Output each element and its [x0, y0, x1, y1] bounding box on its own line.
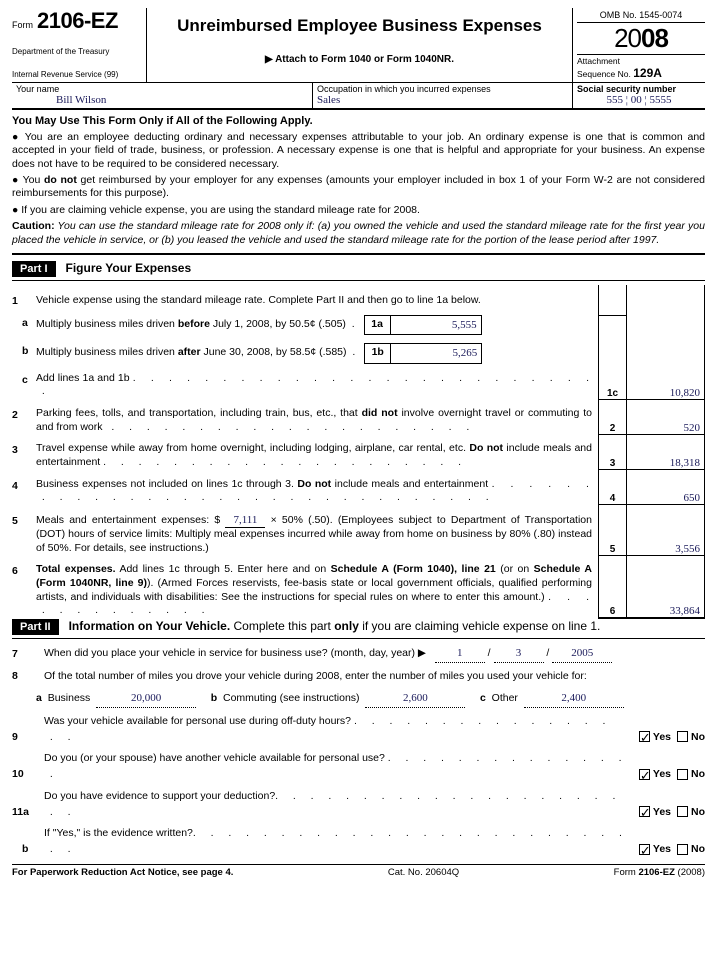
val-7m[interactable]: 1: [435, 645, 485, 663]
occupation-value[interactable]: Sales: [317, 94, 568, 106]
val-7d[interactable]: 3: [494, 645, 544, 663]
ck-10-no[interactable]: [677, 769, 688, 780]
part1-header: Part I Figure Your Expenses: [12, 261, 705, 281]
line-6: 6 Total expenses. Add lines 1c through 5…: [12, 563, 705, 618]
sequence-no: Attachment Sequence No. 129A: [577, 55, 705, 81]
line-3: 3 Travel expense while away from home ov…: [12, 442, 705, 469]
ssn-label: Social security number: [577, 84, 701, 94]
ssn-value[interactable]: 555 ¦ 00 ¦ 5555: [577, 94, 701, 106]
line-8abc: a Business 20,000 b Commuting (see instr…: [12, 690, 705, 708]
box-1b: 1b5,265: [364, 343, 482, 363]
val-6[interactable]: 33,864: [627, 563, 705, 618]
ssn-cell: Social security number 555 ¦ 00 ¦ 5555: [573, 83, 705, 108]
occupation-label: Occupation in which you incurred expense…: [317, 84, 568, 94]
part1-title: Figure Your Expenses: [66, 261, 192, 275]
form-word: Form: [12, 20, 33, 30]
val-7y[interactable]: 2005: [552, 645, 612, 663]
intro-bullet-3: ● If you are claiming vehicle expense, y…: [12, 204, 705, 217]
intro-bullet-1: ● You are an employee deducting ordinary…: [12, 131, 705, 171]
footer-left: For Paperwork Reduction Act Notice, see …: [12, 867, 233, 878]
val-5[interactable]: 3,556: [627, 513, 705, 556]
ck-11b-no[interactable]: [677, 844, 688, 855]
part2-title: Information on Your Vehicle. Complete th…: [69, 619, 601, 633]
part1-label: Part I: [12, 261, 56, 277]
line-1: 1 Vehicle expense using the standard mil…: [12, 293, 705, 307]
ck-10-yes[interactable]: [639, 769, 650, 780]
ck-11a-no[interactable]: [677, 806, 688, 817]
line-1c: c Add lines 1a and 1b . . . . . . . . . …: [12, 372, 705, 399]
part2-body: 7 When did you place your vehicle in ser…: [12, 645, 705, 858]
ck-11a-yes[interactable]: [639, 806, 650, 817]
form-title: Unreimbursed Employee Business Expenses: [153, 16, 566, 36]
name-label: Your name: [16, 84, 308, 94]
line-1a: a Multiply business miles driven before …: [12, 315, 705, 335]
name-value[interactable]: Bill Wilson: [16, 94, 308, 106]
val-8c[interactable]: 2,400: [524, 690, 624, 708]
form-number-block: Form 2106-EZ Department of the Treasury …: [12, 8, 147, 82]
line-7: 7 When did you place your vehicle in ser…: [12, 645, 705, 663]
title-block: Unreimbursed Employee Business Expenses …: [147, 8, 573, 82]
page-footer: For Paperwork Reduction Act Notice, see …: [12, 864, 705, 878]
val-1a[interactable]: 5,555: [391, 316, 481, 334]
occupation-cell: Occupation in which you incurred expense…: [313, 83, 573, 108]
identity-row: Your name Bill Wilson Occupation in whic…: [12, 83, 705, 110]
line-5: 5 Meals and entertainment expenses: $ 7,…: [12, 513, 705, 556]
intro-heading: You May Use This Form Only if All of the…: [12, 114, 705, 128]
val-5-input[interactable]: 7,111: [225, 513, 265, 528]
ck-9-yes[interactable]: [639, 731, 650, 742]
line-9: 9 Was your vehicle available for persona…: [12, 714, 705, 746]
intro-block: You May Use This Form Only if All of the…: [12, 110, 705, 256]
val-3[interactable]: 18,318: [627, 442, 705, 469]
line-1b: b Multiply business miles driven after J…: [12, 343, 705, 363]
caution-text: Caution: You can use the standard mileag…: [12, 220, 705, 247]
name-cell: Your name Bill Wilson: [12, 83, 313, 108]
box-1a: 1a5,555: [364, 315, 482, 335]
omb-year-block: OMB No. 1545-0074 2008 Attachment Sequen…: [573, 8, 705, 82]
line-10: 10 Do you (or your spouse) have another …: [12, 751, 705, 783]
expense-table: 1 Vehicle expense using the standard mil…: [12, 285, 705, 619]
dept-treasury: Department of the Treasury: [12, 48, 146, 57]
part2-label: Part II: [12, 619, 59, 635]
form-number: 2106-EZ: [37, 8, 118, 34]
line-4: 4 Business expenses not included on line…: [12, 478, 705, 505]
line-11a: 11a Do you have evidence to support your…: [12, 789, 705, 821]
ck-9-no[interactable]: [677, 731, 688, 742]
attach-note: ▶ Attach to Form 1040 or Form 1040NR.: [153, 54, 566, 65]
val-4[interactable]: 650: [627, 478, 705, 505]
val-2[interactable]: 520: [627, 407, 705, 434]
val-1b[interactable]: 5,265: [391, 344, 481, 362]
part2-header: Part II Information on Your Vehicle. Com…: [12, 619, 705, 639]
irs-label: Internal Revenue Service (99): [12, 71, 146, 80]
footer-right: Form 2106-EZ (2008): [614, 867, 705, 878]
omb-number: OMB No. 1545-0074: [577, 8, 705, 23]
val-1c[interactable]: 10,820: [627, 372, 705, 399]
tax-year: 2008: [577, 23, 705, 55]
val-8b[interactable]: 2,600: [365, 690, 465, 708]
footer-center: Cat. No. 20604Q: [388, 867, 459, 878]
line-8: 8 Of the total number of miles you drove…: [12, 669, 705, 685]
form-header: Form 2106-EZ Department of the Treasury …: [12, 8, 705, 83]
ck-11b-yes[interactable]: [639, 844, 650, 855]
line-2: 2 Parking fees, tolls, and transportatio…: [12, 407, 705, 434]
val-8a[interactable]: 20,000: [96, 690, 196, 708]
line-11b: b If "Yes," is the evidence written?. . …: [12, 826, 705, 858]
intro-bullet-2: ● You do not get reimbursed by your empl…: [12, 174, 705, 201]
